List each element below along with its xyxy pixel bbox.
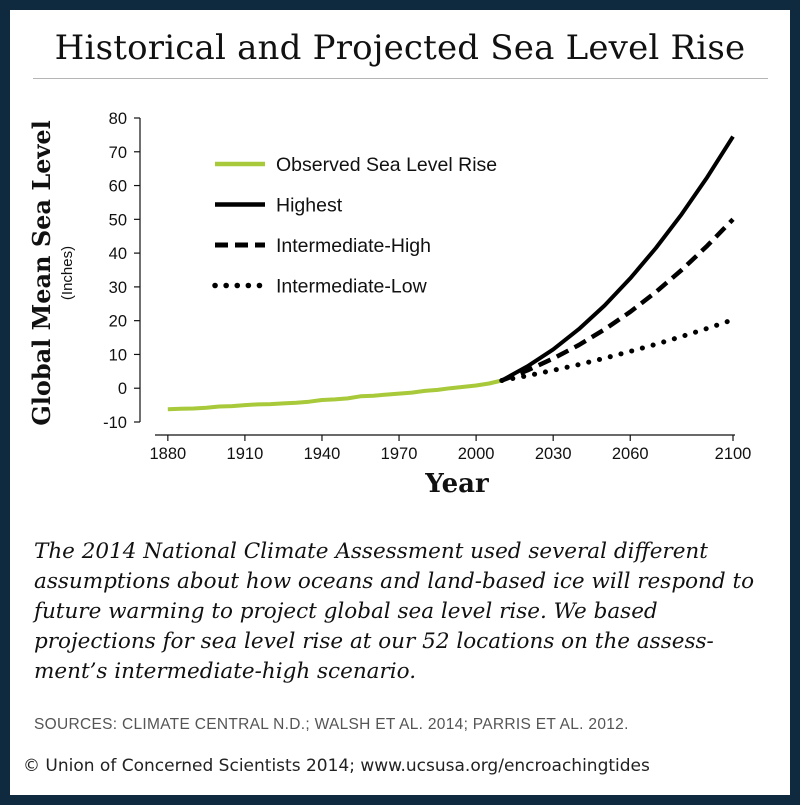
infographic-card: Historical and Projected Sea Level Rise …: [10, 10, 790, 795]
legend-label: Highest: [276, 195, 343, 217]
x-tick-label: 2100: [715, 445, 752, 463]
legend-label: Intermediate-Low: [276, 276, 428, 298]
legend-label: Intermediate-High: [276, 235, 431, 257]
x-tick-label: 1910: [227, 445, 264, 463]
legend-label: Observed Sea Level Rise: [276, 154, 497, 176]
y-tick-label: 10: [109, 346, 127, 364]
y-tick-label: 0: [118, 380, 127, 398]
x-axis-label: Year: [424, 469, 489, 499]
y-tick-label: 80: [109, 110, 127, 128]
x-tick-label: 2030: [535, 445, 572, 463]
y-tick-label: 50: [109, 211, 127, 229]
x-tick-label: 2060: [612, 445, 649, 463]
chart-caption: The 2014 National Climate Assessment use…: [34, 539, 755, 684]
series-line-observed-sea-level-rise: [167, 378, 503, 412]
y-tick-label: 20: [109, 313, 127, 331]
chart-series-layer: [167, 135, 736, 412]
chart-title: Historical and Projected Sea Level Rise: [54, 28, 746, 68]
sea-level-chart: 1880 1910 1940 1970 2000 2030 2060 2100-1001020…: [27, 110, 751, 499]
x-tick-label: 1940: [304, 445, 341, 463]
y-axis-label: Global Mean Sea Level: [27, 120, 56, 426]
chart-axes: 1880 1910 1940 1970 2000 2030 2060 2100-1001020…: [27, 110, 751, 499]
y-tick-label: 40: [109, 245, 127, 263]
title-divider: [33, 78, 768, 79]
y-tick-label: 70: [109, 144, 127, 162]
chart-legend: Observed Sea Level Rise Highest Intermedia…: [212, 154, 497, 298]
y-tick-label: 30: [109, 279, 127, 297]
x-tick-label: 1970: [381, 445, 418, 463]
series-line-intermediate-high: [500, 217, 735, 383]
y-axis-unit-label: (Inches): [59, 246, 76, 300]
y-tick-label: 60: [109, 178, 127, 196]
x-tick-label: 1880: [149, 445, 186, 463]
series-line-intermediate-low: [499, 317, 736, 383]
copyright-line: © Union of Concerned Scientists 2014; ww…: [23, 756, 650, 776]
y-tick-label: -10: [103, 414, 127, 432]
sources-note: SOURCES: CLIMATE CENTRAL N.D.; WALSH ET …: [34, 716, 629, 733]
x-tick-label: 2000: [458, 445, 495, 463]
series-line-highest: [500, 135, 735, 383]
